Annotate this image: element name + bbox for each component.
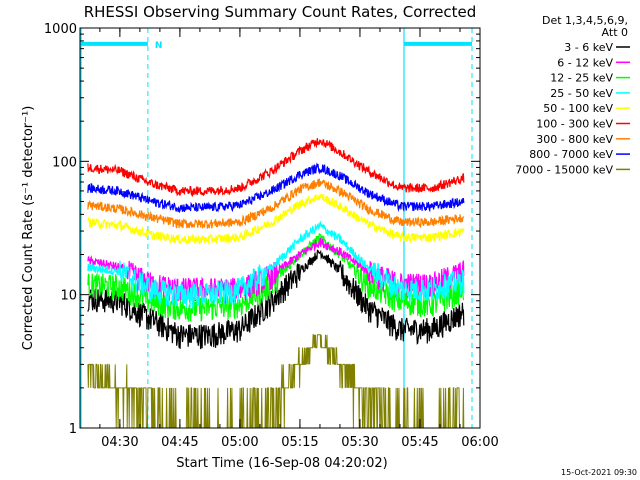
y-tick-label: 1000 [44, 22, 77, 37]
legend-entry-label: 300 - 800 keV [536, 133, 613, 146]
y-axis-label: Corrected Count Rate (s⁻¹ detector⁻¹) [21, 106, 36, 351]
legend-entry-label: 6 - 12 keV [557, 56, 613, 69]
y-tick-label: 100 [52, 155, 77, 170]
series-line-4 [87, 193, 465, 246]
x-tick-label: 06:00 [461, 435, 498, 450]
x-tick-label: 04:30 [101, 435, 138, 450]
y-axis: 1 10 100 1000 [44, 22, 480, 437]
legend-header: Det 1,3,4,5,6,9, [542, 14, 628, 27]
x-tick-label: 05:00 [221, 435, 258, 450]
series-line-7 [87, 162, 465, 214]
series-line-1 [87, 237, 465, 304]
flag-label: N [155, 41, 163, 51]
series-line-8 [87, 334, 465, 429]
series-line-5 [87, 138, 465, 198]
legend-entry-label: 25 - 50 keV [550, 87, 613, 100]
flag-layer: N [80, 28, 473, 428]
legend-entry-label: 800 - 7000 keV [529, 148, 613, 161]
chart-title: RHESSI Observing Summary Count Rates, Co… [84, 3, 477, 21]
x-tick-label: 04:45 [161, 435, 198, 450]
x-axis-label: Start Time (16-Sep-08 04:20:02) [176, 456, 387, 471]
footer-timestamp: 15-Oct-2021 09:30 [561, 468, 637, 477]
x-axis: 04:30 04:45 05:00 05:15 05:30 05:45 06:00 [99, 28, 499, 450]
series-layer [87, 138, 465, 429]
y-tick-label: 10 [60, 289, 77, 304]
series-line-0 [87, 249, 465, 350]
legend: Det 1,3,4,5,6,9,Att 0 3 - 6 keV 6 - 12 keV… [515, 14, 630, 176]
x-tick-label: 05:45 [401, 435, 438, 450]
legend-entry-label: 12 - 25 keV [550, 72, 613, 85]
x-tick-label: 05:30 [341, 435, 378, 450]
y-tick-label: 1 [69, 422, 77, 437]
legend-entry-label: 100 - 300 keV [536, 118, 613, 131]
legend-entry-label: 3 - 6 keV [564, 41, 613, 54]
x-tick-label: 05:15 [281, 435, 318, 450]
legend-header: Att 0 [602, 26, 628, 39]
legend-entry-label: 7000 - 15000 keV [515, 163, 613, 176]
series-line-6 [87, 178, 465, 229]
legend-entry-label: 50 - 100 keV [543, 102, 613, 115]
plot-frame [79, 27, 481, 429]
series-line-3 [87, 220, 465, 310]
